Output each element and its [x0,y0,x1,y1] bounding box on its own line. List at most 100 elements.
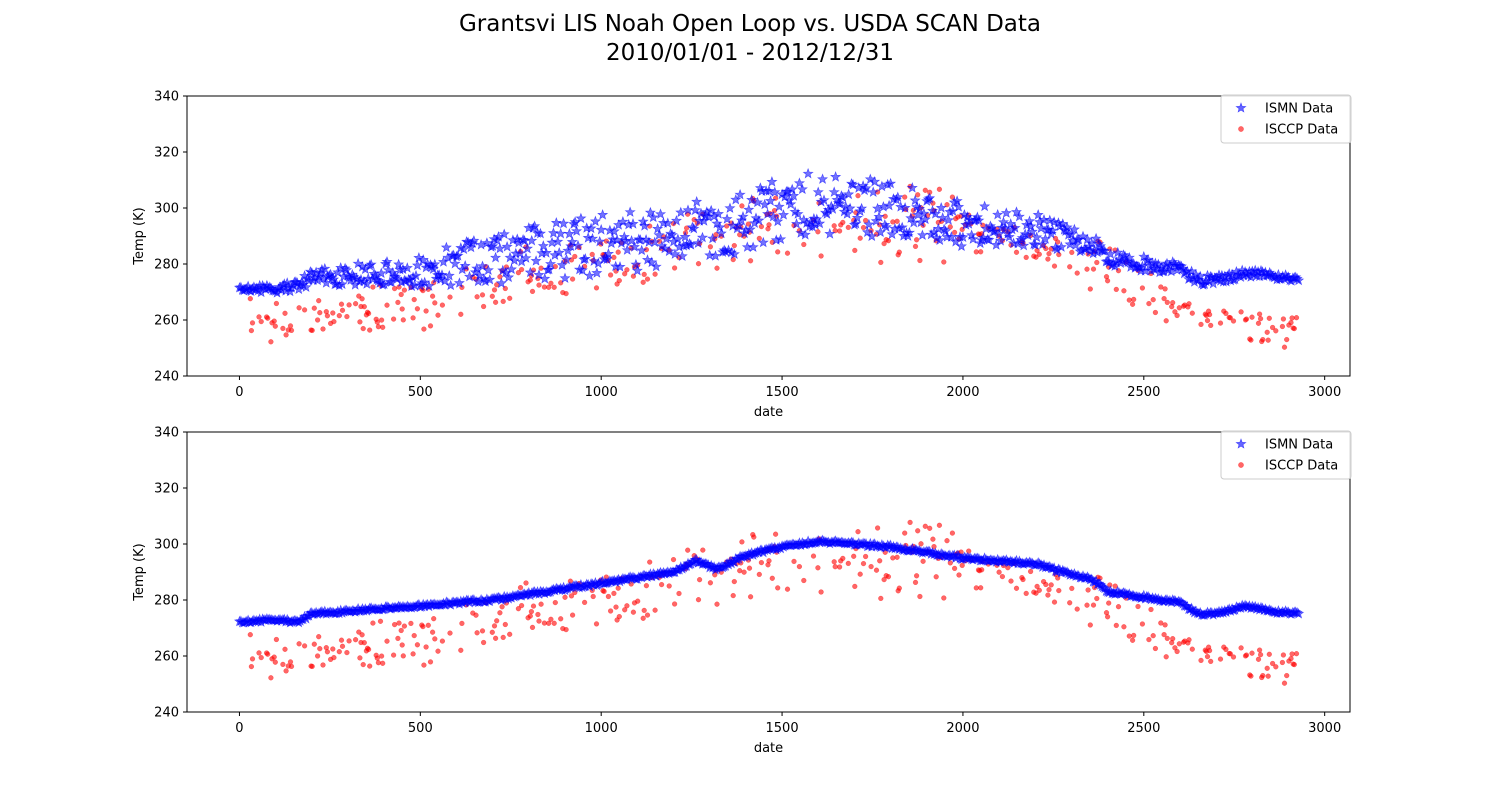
data-point [894,218,900,224]
data-point [317,310,323,316]
data-point [1174,648,1180,655]
data-point [912,243,919,250]
legend-label: ISCCP Data [1265,123,1338,138]
data-point [534,227,547,239]
data-point [641,254,654,265]
data-point [494,242,506,254]
data-point [866,230,878,242]
data-point [500,298,506,305]
data-point [815,565,821,571]
data-point [548,280,554,286]
data-point [685,547,691,553]
data-point [1257,652,1264,658]
data-point [650,260,662,272]
data-point [1026,225,1038,237]
data-point [799,228,811,240]
data-point [1158,620,1164,626]
data-point [785,198,797,210]
data-point [328,273,340,285]
data-point [536,618,542,624]
data-point [1085,587,1091,593]
data-point [589,251,595,258]
data-point [670,556,677,563]
data-point [855,193,861,199]
data-point [845,560,851,567]
data-point [649,236,661,248]
data-point [1013,585,1020,591]
data-point [296,641,302,647]
data-point [1189,646,1195,652]
data-point [747,241,759,252]
data-point [562,594,568,600]
data-point [1090,602,1097,608]
data-point [617,215,629,227]
data-point [1067,600,1073,606]
data-point [568,593,575,599]
data-point [300,281,312,292]
data-point [790,218,803,229]
data-point [831,559,837,565]
data-point [410,269,422,281]
data-point [638,220,651,231]
data-point [1146,301,1152,307]
data-point [882,213,888,219]
data-point [501,240,513,252]
data-point [502,621,508,628]
data-point [1281,680,1288,686]
data-point [941,595,947,601]
data-point [425,622,431,628]
data-point [605,593,612,600]
data-point [796,183,808,195]
data-point [1230,318,1237,324]
data-point [336,278,348,290]
data-point [671,265,678,271]
data-point [1164,635,1170,642]
data-point [1206,647,1213,654]
data-point [287,323,294,329]
data-point [400,653,406,659]
data-point [652,271,658,277]
data-point [248,663,255,670]
data-point [877,558,883,564]
data-point [569,612,576,618]
data-point [1061,221,1073,233]
data-point [922,187,928,193]
data-point [951,565,958,572]
data-point [410,651,416,657]
data-point [429,258,441,270]
data-point [857,571,863,577]
data-point [712,208,725,219]
data-point [1255,320,1262,326]
data-point [452,249,464,261]
data-point [878,259,884,266]
data-point [330,310,336,316]
data-point [499,604,505,610]
data-point [915,192,921,198]
data-point [1035,222,1047,234]
data-point [439,275,451,286]
data-point [1094,595,1100,602]
data-point [557,217,570,229]
data-point [1273,328,1279,334]
data-point [918,207,930,219]
data-point [536,282,542,288]
data-point [1163,654,1169,660]
data-point [1238,309,1244,315]
data-point [862,217,869,224]
data-point [747,594,754,600]
data-point [515,606,522,612]
data-point [1000,207,1012,218]
data-point [1223,310,1229,317]
data-point [1051,599,1058,605]
data-point [421,662,427,668]
data-point [359,632,365,638]
data-point [514,247,526,259]
data-point [256,650,262,656]
data-point [1113,622,1119,629]
data-point [1046,587,1052,593]
data-point [801,577,807,584]
data-point [1152,645,1159,652]
data-point [1094,259,1100,266]
data-point [917,257,923,264]
data-point [551,620,557,626]
